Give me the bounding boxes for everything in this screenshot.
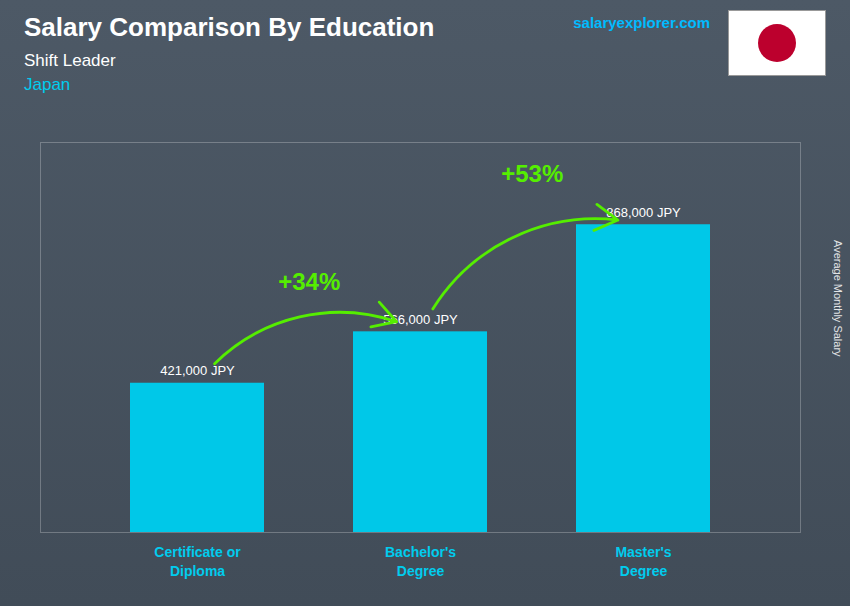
html-text:Salary Comparison By Education: Salary Comparison By Education [24,12,435,42]
svg-text:Master'sDegree: Master'sDegree [615,544,671,578]
html-text:Japan: Japan [24,75,71,94]
svg-text:Certificate orDiploma: Certificate orDiploma [154,544,241,578]
svg-text:868,000 JPY: 868,000 JPY [606,205,681,220]
svg-text:+53%: +53% [501,160,563,187]
svg-text:566,000 JPY: 566,000 JPY [383,312,458,327]
svg-text:421,000 JPY: 421,000 JPY [160,363,235,378]
html-text:salaryexplorer.com: salaryexplorer.com [573,14,710,31]
svg-text:Bachelor'sDegree: Bachelor'sDegree [385,544,456,578]
html-text:Shift Leader: Shift Leader [24,51,116,70]
html-text:Average Monthly Salary: Average Monthly Salary [832,240,844,357]
svg-text:+34%: +34% [278,268,340,295]
